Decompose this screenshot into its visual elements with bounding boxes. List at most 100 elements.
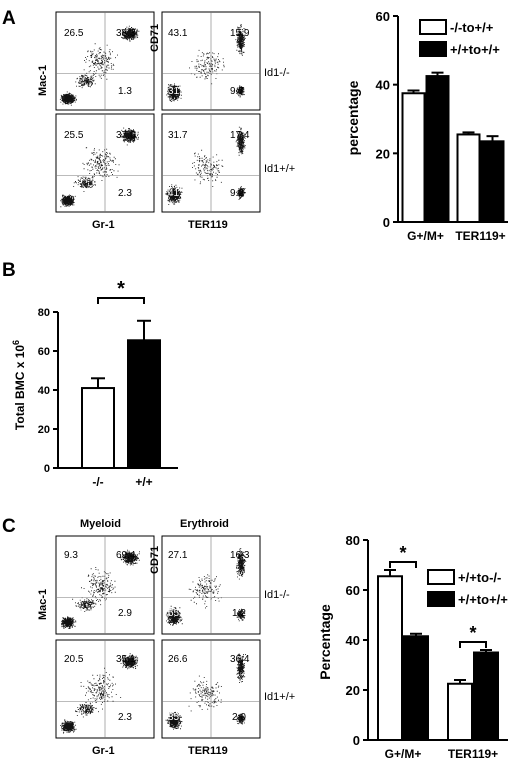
quad-c01-lr: 1.2 bbox=[232, 608, 246, 619]
flow-dots-pc10 bbox=[56, 640, 154, 738]
x-tick-label: +/+ bbox=[135, 475, 152, 489]
bar-chart-a: percentage 0 20 40 60 G+/M+ TER119+ -/-to+/+ +/… bbox=[345, 9, 508, 243]
quad-c10-ll: 42.1 bbox=[64, 712, 84, 723]
quad-a01-ll: 31.4 bbox=[168, 86, 188, 97]
quad-c00-ul: 9.3 bbox=[64, 550, 78, 561]
significance-bracket bbox=[97, 297, 145, 304]
quad-c00-ur: 69.4 bbox=[116, 550, 136, 561]
legend-swatch bbox=[419, 41, 447, 57]
bar bbox=[127, 339, 161, 469]
y-tick-label: 0 bbox=[383, 215, 390, 230]
flow-dots bbox=[61, 549, 141, 629]
flow-dots-pa11 bbox=[162, 114, 260, 212]
flow-dots bbox=[166, 24, 246, 102]
quad-a10-lr: 2.3 bbox=[118, 188, 132, 199]
row-label-c-wt: Id1+/+ bbox=[264, 691, 295, 703]
flow-dots-pa01 bbox=[162, 12, 260, 110]
y-tick-label: 40 bbox=[346, 633, 360, 648]
quad-c11-ll: 35.0 bbox=[168, 712, 188, 723]
significance-star: * bbox=[117, 278, 125, 300]
y-axis-label-b: Total BMC x 106 bbox=[11, 340, 27, 430]
x-tick-label: TER119+ bbox=[448, 747, 498, 760]
bar-chart-b: Total BMC x 106 0 20 40 60 80 -/- +/+ * bbox=[11, 278, 178, 489]
panel-c-flow: Myeloid Erythroid 9.3 69.4 18.5 2.9 27.1… bbox=[37, 518, 295, 757]
y-tick-label: 80 bbox=[346, 533, 360, 548]
y-tick-label: 0 bbox=[353, 733, 360, 748]
flow-dots-pa00 bbox=[56, 12, 154, 110]
col-title-erythroid: Erythroid bbox=[180, 518, 229, 530]
y-axis-label-c: Percentage bbox=[317, 604, 333, 680]
x-tick-label: G+/M+ bbox=[407, 229, 444, 243]
y-tick-label: 0 bbox=[44, 463, 50, 475]
quad-c00-lr: 2.9 bbox=[118, 608, 132, 619]
quad-c10-lr: 2.3 bbox=[118, 712, 132, 723]
x-tick-label: TER119+ bbox=[455, 229, 505, 243]
panel-letter-c: C bbox=[2, 516, 16, 537]
bar bbox=[480, 140, 505, 223]
quad-a10-ul: 25.5 bbox=[64, 130, 84, 141]
quad-a11-lr: 9.2 bbox=[230, 188, 244, 199]
legend-swatch bbox=[419, 19, 447, 35]
axis-label-c-cd71: CD71 bbox=[149, 546, 161, 574]
quad-c11-lr: 2.0 bbox=[232, 712, 246, 723]
flow-dots-pc01 bbox=[162, 536, 260, 634]
quad-c01-ur: 16.3 bbox=[230, 550, 250, 561]
quad-c10-ul: 20.5 bbox=[64, 654, 84, 665]
legend-label: +/+to+/+ bbox=[458, 592, 508, 607]
axis-label-a-gr1: Gr-1 bbox=[92, 219, 115, 231]
quad-a00-lr: 1.3 bbox=[118, 86, 132, 97]
quad-a11-ul: 31.7 bbox=[168, 130, 188, 141]
y-tick-label: 60 bbox=[346, 583, 360, 598]
y-tick-label: 40 bbox=[376, 78, 390, 93]
quad-c10-ur: 35.1 bbox=[116, 654, 136, 665]
bar bbox=[447, 682, 473, 741]
y-tick-label: 60 bbox=[38, 346, 50, 358]
flow-dots bbox=[165, 653, 246, 730]
significance-bracket bbox=[389, 561, 417, 568]
axis-label-c-mac1: Mac-1 bbox=[37, 589, 49, 620]
bar-chart-c: Percentage 0 20 40 60 80 G+/M+ * TER119+ * +/+to-… bbox=[317, 533, 508, 760]
bar bbox=[81, 387, 115, 469]
row-label-a-wt: Id1+/+ bbox=[264, 163, 295, 175]
quad-c01-ul: 27.1 bbox=[168, 550, 188, 561]
y-tick-label: 60 bbox=[376, 9, 390, 24]
quad-a01-ur: 15.9 bbox=[230, 28, 250, 39]
flow-dots bbox=[165, 548, 247, 626]
flow-dots bbox=[60, 127, 139, 208]
axis-label-a-mac1: Mac-1 bbox=[37, 65, 49, 96]
flow-dots bbox=[165, 126, 246, 205]
legend-swatch bbox=[427, 591, 455, 607]
y-tick-label: 80 bbox=[38, 307, 50, 319]
significance-star: * bbox=[399, 543, 406, 563]
panel-a-flow: 26.5 38.3 33 1.3 43.1 15.9 31.4 9.7 25.5… bbox=[37, 11, 295, 231]
flow-dots-pc00 bbox=[56, 536, 154, 634]
y-tick-label: 20 bbox=[376, 146, 390, 161]
significance-star: * bbox=[469, 623, 476, 643]
axis-label-a-ter119: TER119 bbox=[188, 219, 228, 231]
quad-c01-ll: 55.4 bbox=[168, 608, 188, 619]
quad-c00-ll: 18.5 bbox=[64, 608, 84, 619]
quad-a10-ll: 34.6 bbox=[64, 188, 84, 199]
bar bbox=[456, 133, 481, 223]
quad-a00-ul: 26.5 bbox=[64, 28, 84, 39]
quad-a10-ur: 37.6 bbox=[116, 130, 136, 141]
quad-c11-ur: 36.4 bbox=[230, 654, 250, 665]
quad-a01-ul: 43.1 bbox=[168, 28, 188, 39]
panel-letter-a: A bbox=[2, 8, 16, 29]
y-tick-label: 40 bbox=[38, 385, 50, 397]
bar bbox=[473, 651, 499, 741]
panel-letter-b: B bbox=[2, 260, 16, 281]
y-axis-label-b-text: Total BMC x 10 bbox=[13, 345, 27, 430]
y-axis-label-a: percentage bbox=[345, 80, 361, 155]
quad-c11-ul: 26.6 bbox=[168, 654, 188, 665]
col-title-myeloid: Myeloid bbox=[80, 518, 121, 530]
flow-dots-pa10 bbox=[56, 114, 154, 212]
row-label-a-ko: Id1-/- bbox=[264, 67, 290, 79]
legend-label: +/+to+/+ bbox=[450, 42, 500, 57]
flow-dots bbox=[59, 25, 140, 106]
y-tick-label: 20 bbox=[346, 683, 360, 698]
quad-a00-ll: 33 bbox=[64, 86, 76, 97]
quad-a11-ll: 41.6 bbox=[168, 188, 188, 199]
y-axis-label-b-sup: 6 bbox=[11, 340, 21, 345]
